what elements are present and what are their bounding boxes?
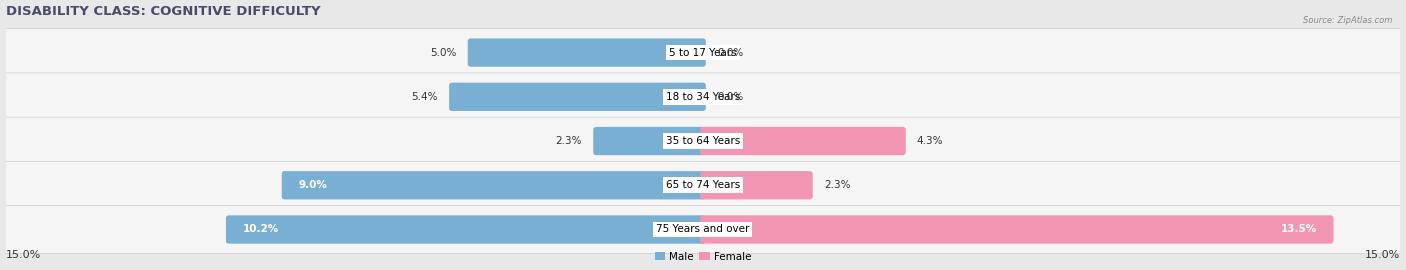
Text: Source: ZipAtlas.com: Source: ZipAtlas.com [1302, 16, 1392, 25]
FancyBboxPatch shape [1, 117, 1405, 165]
FancyBboxPatch shape [700, 215, 1333, 244]
Text: 5.0%: 5.0% [430, 48, 457, 58]
Text: 15.0%: 15.0% [6, 249, 41, 259]
Text: 35 to 64 Years: 35 to 64 Years [666, 136, 740, 146]
Text: DISABILITY CLASS: COGNITIVE DIFFICULTY: DISABILITY CLASS: COGNITIVE DIFFICULTY [6, 5, 321, 18]
FancyBboxPatch shape [468, 38, 706, 67]
FancyBboxPatch shape [1, 73, 1405, 121]
Text: 13.5%: 13.5% [1281, 224, 1317, 234]
FancyBboxPatch shape [1, 206, 1405, 253]
Text: 0.0%: 0.0% [717, 48, 744, 58]
FancyBboxPatch shape [1, 29, 1405, 76]
Text: 5 to 17 Years: 5 to 17 Years [669, 48, 737, 58]
Text: 10.2%: 10.2% [243, 224, 278, 234]
Text: 75 Years and over: 75 Years and over [657, 224, 749, 234]
Legend: Male, Female: Male, Female [651, 247, 755, 266]
FancyBboxPatch shape [449, 83, 706, 111]
FancyBboxPatch shape [700, 171, 813, 200]
FancyBboxPatch shape [1, 161, 1405, 209]
Text: 2.3%: 2.3% [824, 180, 851, 190]
FancyBboxPatch shape [281, 171, 706, 200]
Text: 18 to 34 Years: 18 to 34 Years [666, 92, 740, 102]
Text: 0.0%: 0.0% [717, 92, 744, 102]
Text: 9.0%: 9.0% [298, 180, 328, 190]
FancyBboxPatch shape [700, 127, 905, 155]
Text: 15.0%: 15.0% [1365, 249, 1400, 259]
Text: 5.4%: 5.4% [412, 92, 439, 102]
Text: 4.3%: 4.3% [917, 136, 943, 146]
Text: 65 to 74 Years: 65 to 74 Years [666, 180, 740, 190]
Text: 2.3%: 2.3% [555, 136, 582, 146]
FancyBboxPatch shape [226, 215, 706, 244]
FancyBboxPatch shape [593, 127, 706, 155]
